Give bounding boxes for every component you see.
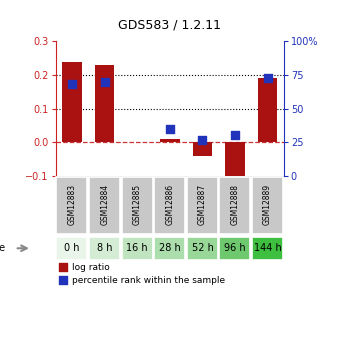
Bar <box>193 142 212 156</box>
Bar <box>258 78 277 142</box>
Bar <box>56 237 88 260</box>
Bar <box>62 61 82 142</box>
Bar <box>122 177 152 234</box>
Bar <box>56 177 88 234</box>
Bar <box>225 142 245 186</box>
Text: GSM12886: GSM12886 <box>165 184 174 225</box>
Bar <box>89 237 120 260</box>
Point <box>60 265 65 270</box>
Point <box>69 82 75 87</box>
Bar <box>154 237 185 260</box>
Text: age: age <box>0 243 5 253</box>
Bar <box>160 139 179 142</box>
Bar <box>154 177 185 234</box>
Point <box>200 137 205 142</box>
Text: 96 h: 96 h <box>224 243 246 253</box>
Text: GDS583 / 1.2.11: GDS583 / 1.2.11 <box>118 18 220 31</box>
Bar <box>95 65 115 142</box>
Point <box>265 75 270 80</box>
Bar <box>252 177 283 234</box>
Point <box>232 133 238 138</box>
Text: 0 h: 0 h <box>64 243 80 253</box>
Bar <box>187 237 218 260</box>
Text: 16 h: 16 h <box>126 243 148 253</box>
Point <box>167 126 172 131</box>
Text: 52 h: 52 h <box>192 243 213 253</box>
Text: GSM12883: GSM12883 <box>68 184 77 225</box>
Bar <box>187 177 218 234</box>
Text: percentile rank within the sample: percentile rank within the sample <box>72 276 225 285</box>
Text: GSM12889: GSM12889 <box>263 184 272 225</box>
Bar <box>122 237 152 260</box>
Point <box>102 79 107 85</box>
Bar <box>219 177 250 234</box>
Text: GSM12887: GSM12887 <box>198 184 207 225</box>
Text: log ratio: log ratio <box>72 263 110 272</box>
Bar <box>89 177 120 234</box>
Point <box>60 277 65 283</box>
Text: GSM12885: GSM12885 <box>133 184 142 225</box>
Bar <box>252 237 283 260</box>
Text: GSM12884: GSM12884 <box>100 184 109 225</box>
Text: 28 h: 28 h <box>159 243 181 253</box>
Text: GSM12888: GSM12888 <box>231 184 240 225</box>
Bar <box>219 237 250 260</box>
Text: 144 h: 144 h <box>254 243 282 253</box>
Text: 8 h: 8 h <box>97 243 113 253</box>
